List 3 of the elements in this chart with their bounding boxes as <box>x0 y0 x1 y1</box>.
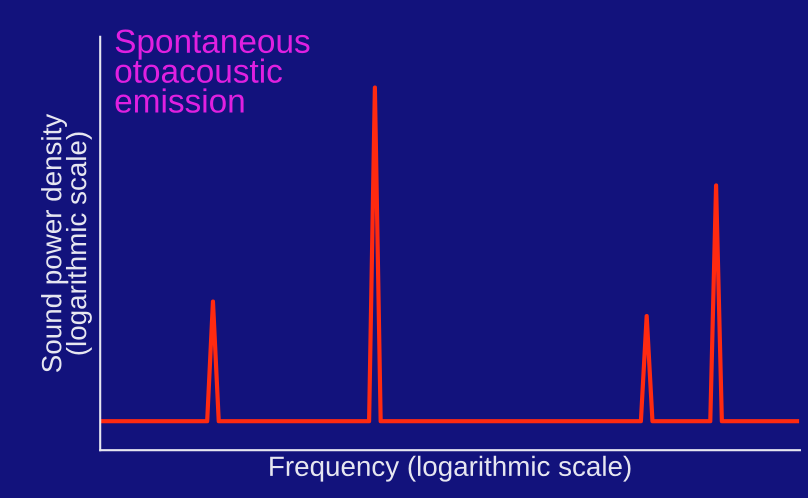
y-axis-title: Sound power density (logarithmic scale) <box>41 114 92 372</box>
x-axis-title: Frequency (logarithmic scale) <box>270 456 631 482</box>
chart-title: Spontaneous otoacoustic emission <box>116 29 310 113</box>
